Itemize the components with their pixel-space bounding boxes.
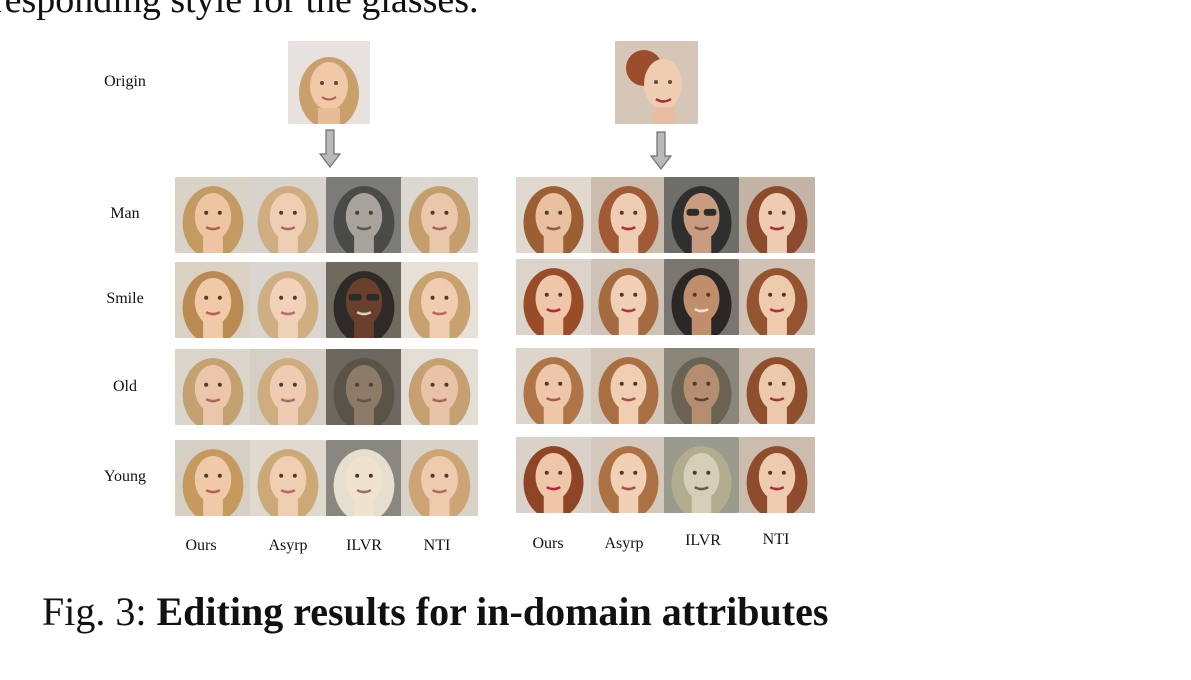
row-label-smile: Smile — [106, 290, 144, 307]
result-image-left-old-asyrp — [250, 349, 326, 425]
result-image-right-old-ours — [516, 348, 591, 424]
down-arrow-icon — [649, 131, 673, 176]
row-label-man: Man — [110, 205, 140, 222]
result-image-left-young-nti — [401, 440, 478, 516]
column-label-ilvr-right: ILVR — [685, 532, 721, 549]
column-label-asyrp-left: Asyrp — [268, 537, 308, 554]
origin-image-right — [615, 41, 698, 124]
result-image-left-man-ilvr — [326, 177, 402, 253]
result-image-right-young-asyrp — [591, 437, 666, 513]
result-image-left-old-nti — [401, 349, 478, 425]
result-image-right-young-ours — [516, 437, 591, 513]
result-image-right-young-nti — [739, 437, 815, 513]
figure-caption: Fig. 3: Editing results for in-domain at… — [42, 588, 828, 636]
result-image-right-man-asyrp — [591, 177, 666, 253]
column-label-ours-left: Ours — [185, 537, 217, 554]
row-label-old: Old — [113, 378, 137, 395]
result-image-left-man-nti — [401, 177, 478, 253]
result-image-right-old-nti — [739, 348, 815, 424]
result-image-left-smile-ours — [175, 262, 251, 338]
result-image-left-smile-ilvr — [326, 262, 402, 338]
result-image-right-young-ilvr — [664, 437, 739, 513]
result-image-left-old-ilvr — [326, 349, 402, 425]
result-image-right-smile-asyrp — [591, 259, 666, 335]
column-label-ilvr-left: ILVR — [346, 537, 382, 554]
column-label-nti-left: NTI — [423, 537, 451, 554]
result-image-left-young-ours — [175, 440, 251, 516]
preceding-text-line: responding style for the glasses. — [0, 0, 479, 21]
result-image-right-smile-nti — [739, 259, 815, 335]
result-image-left-young-ilvr — [326, 440, 402, 516]
caption-title: Editing results for in-domain attributes — [156, 589, 829, 634]
origin-image-left — [288, 41, 370, 124]
result-image-right-smile-ilvr — [664, 259, 739, 335]
result-image-right-old-asyrp — [591, 348, 666, 424]
result-image-right-man-ilvr — [664, 177, 739, 253]
column-label-asyrp-right: Asyrp — [604, 535, 644, 552]
result-image-left-man-asyrp — [250, 177, 326, 253]
result-image-left-old-ours — [175, 349, 251, 425]
result-image-left-smile-nti — [401, 262, 478, 338]
result-image-right-man-ours — [516, 177, 591, 253]
caption-prefix: Fig. 3: — [42, 589, 157, 634]
result-image-right-smile-ours — [516, 259, 591, 335]
column-label-nti-right: NTI — [762, 531, 790, 548]
result-image-left-man-ours — [175, 177, 251, 253]
result-image-right-man-nti — [739, 177, 815, 253]
row-label-young: Young — [104, 468, 146, 485]
result-image-left-smile-asyrp — [250, 262, 326, 338]
down-arrow-icon — [318, 129, 342, 174]
column-label-ours-right: Ours — [532, 535, 564, 552]
result-image-left-young-asyrp — [250, 440, 326, 516]
row-label-origin: Origin — [104, 73, 146, 90]
result-image-right-old-ilvr — [664, 348, 739, 424]
